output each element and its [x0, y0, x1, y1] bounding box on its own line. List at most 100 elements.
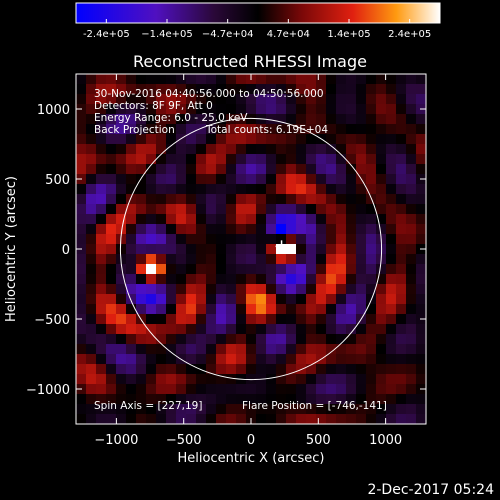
- heatmap-cell: [236, 324, 247, 335]
- heatmap-cell: [216, 294, 227, 305]
- heatmap-cell: [146, 374, 157, 385]
- heatmap-cell: [276, 114, 287, 125]
- heatmap-cell: [136, 254, 147, 265]
- heatmap-cell: [126, 104, 137, 115]
- heatmap-cell: [296, 234, 307, 245]
- heatmap-cell: [86, 244, 97, 255]
- heatmap-cell: [206, 154, 217, 165]
- heatmap-cell: [206, 84, 217, 95]
- heatmap-cell: [206, 264, 217, 275]
- heatmap-cell: [226, 104, 237, 115]
- colorbar-tick-label: −1.4e+05: [141, 29, 193, 40]
- heatmap-cell: [266, 274, 277, 285]
- heatmap-cell: [276, 214, 287, 225]
- heatmap-cell: [276, 184, 287, 195]
- heatmap-cell: [266, 304, 277, 315]
- heatmap-cell: [326, 324, 337, 335]
- heatmap-cell: [266, 394, 277, 405]
- heatmap-cell: [396, 104, 407, 115]
- heatmap-cell: [96, 164, 107, 175]
- heatmap-cell: [286, 174, 297, 185]
- heatmap-cell: [236, 154, 247, 165]
- heatmap-cell: [126, 224, 137, 235]
- solar-limb-circle: [119, 117, 383, 381]
- heatmap-cell: [226, 94, 237, 105]
- heatmap-cell: [336, 324, 347, 335]
- heatmap-cell: [176, 284, 187, 295]
- heatmap-cell: [196, 224, 207, 235]
- heatmap-cell: [406, 374, 417, 385]
- heatmap-cell: [196, 244, 207, 255]
- heatmap-cell: [336, 294, 347, 305]
- heatmap-cell: [156, 324, 167, 335]
- heatmap-cell: [166, 314, 177, 325]
- heatmap-cell: [396, 94, 407, 105]
- heatmap-cell: [326, 334, 337, 345]
- heatmap-cell: [346, 194, 357, 205]
- heatmap-cell: [136, 334, 147, 345]
- heatmap-cell: [106, 394, 117, 405]
- heatmap-cell: [306, 134, 317, 145]
- heatmap-cell: [156, 84, 167, 95]
- heatmap-cell: [156, 74, 167, 85]
- heatmap-cell: [306, 94, 317, 105]
- heatmap-cell: [96, 174, 107, 185]
- heatmap-cell: [346, 164, 357, 175]
- heatmap-cell: [76, 84, 87, 95]
- heatmap-cell: [126, 144, 137, 155]
- heatmap-cell: [136, 94, 147, 105]
- heatmap-cell: [206, 74, 217, 85]
- heatmap-cell: [136, 134, 147, 145]
- heatmap-cell: [126, 74, 137, 85]
- heatmap-cell: [386, 324, 397, 335]
- heatmap-cell: [206, 94, 217, 105]
- heatmap-cell: [106, 174, 117, 185]
- heatmap-cell: [246, 334, 257, 345]
- heatmap-cell: [156, 204, 167, 215]
- heatmap-cell: [96, 114, 107, 125]
- heatmap-cell: [356, 354, 367, 365]
- heatmap-cell: [406, 244, 417, 255]
- heatmap-cell: [246, 94, 257, 105]
- heatmap-cell: [376, 224, 387, 235]
- heatmap-cell: [296, 404, 307, 415]
- heatmap-cell: [226, 74, 237, 85]
- heatmap-cell: [376, 124, 387, 135]
- heatmap-cell: [366, 84, 377, 95]
- heatmap-cell: [386, 384, 397, 395]
- heatmap-cell: [346, 114, 357, 125]
- heatmap-cell: [316, 214, 327, 225]
- heatmap-cell: [176, 214, 187, 225]
- heatmap-cell: [156, 294, 167, 305]
- heatmap-cell: [196, 334, 207, 345]
- heatmap-cell: [226, 334, 237, 345]
- spin-axis-marker: [275, 240, 288, 253]
- heatmap-cell: [146, 354, 157, 365]
- heatmap-cell: [156, 274, 167, 285]
- heatmap-cell: [186, 104, 197, 115]
- heatmap-cell: [276, 224, 287, 235]
- heatmap-cell: [356, 384, 367, 395]
- heatmap-cell: [216, 414, 227, 424]
- heatmap-cell: [166, 304, 177, 315]
- heatmap-cell: [136, 114, 147, 125]
- heatmap-cell: [156, 164, 167, 175]
- heatmap-cell: [166, 374, 177, 385]
- heatmap-cell: [306, 194, 317, 205]
- heatmap-cell: [246, 394, 257, 405]
- heatmap-cell: [376, 404, 387, 415]
- heatmap-cell: [156, 414, 167, 424]
- heatmap-cell: [166, 154, 177, 165]
- heatmap-cell: [96, 194, 107, 205]
- heatmap-cell: [106, 154, 117, 165]
- heatmap-cell: [146, 314, 157, 325]
- heatmap-cell: [266, 94, 277, 105]
- heatmap-cell: [186, 154, 197, 165]
- heatmap-cell: [96, 334, 107, 345]
- heatmap-cell: [276, 104, 287, 115]
- heatmap-cell: [336, 284, 347, 295]
- heatmap-cell: [166, 114, 177, 125]
- heatmap-cell: [366, 134, 377, 145]
- heatmap-cell: [206, 114, 217, 125]
- heatmap-cell: [406, 224, 417, 235]
